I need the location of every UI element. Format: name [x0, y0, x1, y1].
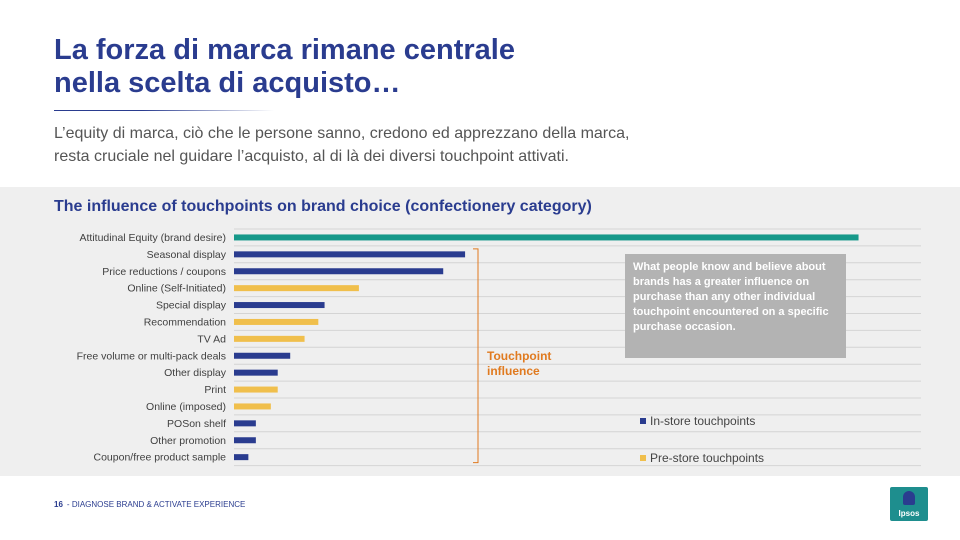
bar: [234, 318, 319, 325]
bar: [234, 420, 256, 427]
category-label: POSon shelf: [167, 418, 226, 430]
legend-swatch-in-store: [640, 417, 646, 424]
legend-item-in-store: In-store touchpoints: [640, 414, 755, 428]
touchpoint-bracket: [473, 248, 479, 464]
bar: [234, 268, 444, 275]
bar: [234, 403, 271, 410]
bar: [234, 234, 859, 241]
legend-swatch-pre-store: [640, 454, 646, 461]
page-title: La forza di marca rimane centrale nella …: [54, 34, 674, 100]
legend-label-pre-store: Pre-store touchpoints: [650, 451, 765, 465]
category-label: Special display: [156, 300, 227, 312]
ipsos-logo: Ipsos: [890, 487, 928, 521]
bar: [234, 251, 466, 258]
category-label: TV Ad: [197, 333, 226, 345]
subtitle-line-1: L’equity di marca, ciò che le persone sa…: [54, 125, 630, 142]
footer: 16- DIAGNOSE BRAND & ACTIVATE EXPERIENCE: [54, 500, 245, 509]
category-label: Seasonal display: [147, 249, 227, 261]
footer-section: DIAGNOSE BRAND & ACTIVATE EXPERIENCE: [71, 500, 246, 509]
footer-separator: -: [66, 500, 70, 509]
bar: [234, 335, 305, 342]
subtitle: L’equity di marca, ciò che le persone sa…: [54, 122, 794, 168]
bar: [234, 437, 256, 444]
category-label: Online (imposed): [146, 401, 226, 413]
category-label: Coupon/free product sample: [94, 452, 227, 464]
logo-mark-icon: [903, 491, 915, 505]
legend-label-in-store: In-store touchpoints: [650, 414, 756, 428]
chart-title: The influence of touchpoints on brand ch…: [54, 198, 592, 215]
category-label: Online (Self-Initiated): [127, 283, 226, 295]
bar: [234, 386, 278, 393]
bracket-label: Touchpoint influence: [487, 349, 552, 378]
bar: [234, 302, 325, 309]
logo-text: Ipsos: [898, 509, 920, 518]
bar: [234, 454, 249, 461]
legend-item-pre-store: Pre-store touchpoints: [640, 451, 764, 465]
page-number: 16: [54, 500, 63, 509]
callout-box: What people know and believe about brand…: [625, 254, 846, 358]
bar: [234, 369, 278, 376]
title-underline: [54, 110, 274, 111]
category-label: Other display: [164, 367, 227, 379]
category-label: Free volume or multi-pack deals: [77, 350, 226, 362]
subtitle-line-2: resta cruciale nel guidare l’acquisto, a…: [54, 148, 569, 165]
bar: [234, 285, 359, 292]
bar: [234, 352, 291, 359]
title-line-2: nella scelta di acquisto…: [54, 67, 401, 99]
category-label: Price reductions / coupons: [102, 266, 226, 278]
category-label: Print: [204, 384, 226, 396]
category-label: Other promotion: [150, 435, 226, 447]
category-label: Recommendation: [144, 316, 226, 328]
title-line-1: La forza di marca rimane centrale: [54, 34, 515, 66]
category-label: Attitudinal Equity (brand desire): [80, 232, 227, 244]
